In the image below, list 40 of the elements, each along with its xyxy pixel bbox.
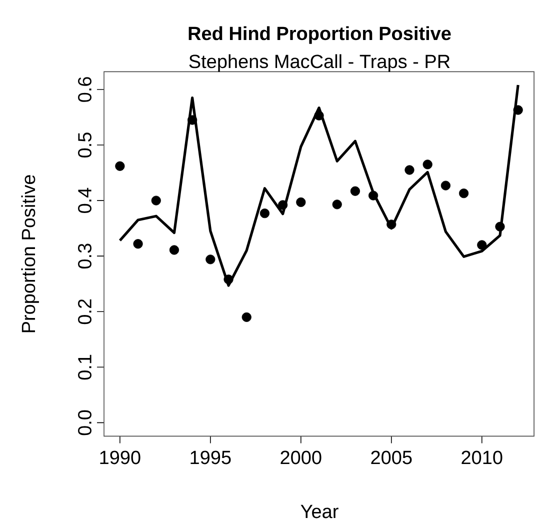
y-tick-label: 0.3 (78, 244, 92, 269)
point (368, 190, 378, 200)
point (495, 222, 505, 232)
point (169, 245, 180, 255)
point (133, 239, 143, 249)
x-tick-label: 1995 (190, 450, 231, 464)
point (422, 160, 432, 170)
line-series (118, 84, 520, 287)
chart-subtitle: Stephens MacCall - Traps - PR (189, 54, 450, 72)
point (440, 180, 450, 190)
y-tick-label: 0.2 (78, 299, 92, 324)
x-tick-label: 2010 (462, 450, 502, 464)
point (224, 274, 234, 284)
y-tick-label: 0.0 (78, 410, 92, 436)
point (513, 105, 523, 115)
point (115, 161, 125, 171)
y-tick-label: 0.1 (78, 354, 92, 380)
point (188, 115, 198, 125)
point (386, 220, 396, 230)
point (242, 312, 252, 322)
y-tick-label: 0.6 (78, 77, 92, 102)
x-tick-label: 1990 (100, 450, 140, 464)
point (458, 188, 469, 198)
y-tick-label: 0.5 (78, 132, 92, 158)
point (278, 200, 288, 210)
point (404, 165, 414, 175)
x-tick-label: 2000 (280, 450, 322, 464)
chart-title: Red Hind Proportion Positive (188, 26, 451, 44)
point (260, 208, 270, 218)
point (332, 200, 342, 210)
point (296, 197, 306, 208)
x-tick-label: 2005 (371, 450, 412, 464)
y-axis-title: Proportion Positive (21, 175, 39, 332)
point (206, 254, 216, 264)
point (151, 196, 161, 206)
y-tick-label: 0.4 (78, 188, 92, 214)
point (314, 110, 324, 120)
point (350, 186, 360, 196)
point (477, 240, 487, 250)
x-axis-title: Year (300, 504, 338, 518)
